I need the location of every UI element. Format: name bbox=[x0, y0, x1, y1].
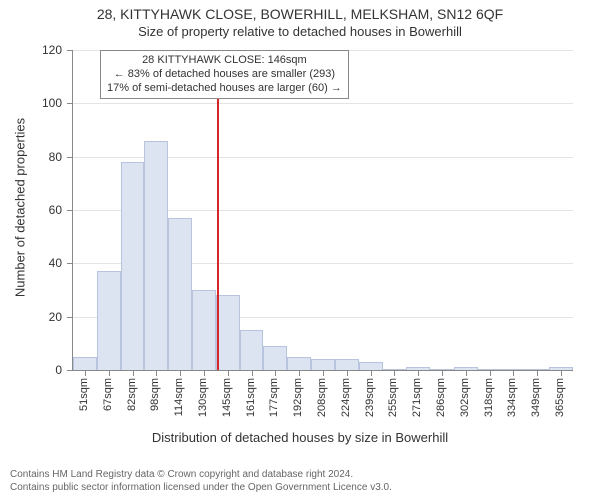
x-tick-label: 192sqm bbox=[292, 378, 304, 417]
x-tick-label: 161sqm bbox=[245, 378, 257, 417]
x-tick bbox=[323, 370, 324, 376]
x-tick bbox=[490, 370, 491, 376]
x-tick-label: 239sqm bbox=[364, 378, 376, 417]
footer-attribution: Contains HM Land Registry data © Crown c… bbox=[10, 468, 392, 494]
x-tick bbox=[347, 370, 348, 376]
histogram-bar bbox=[359, 362, 383, 370]
y-tick-label: 20 bbox=[49, 310, 62, 324]
x-tick-label: 98sqm bbox=[149, 378, 161, 411]
histogram-bar bbox=[311, 359, 335, 370]
histogram-bar bbox=[168, 218, 192, 370]
x-tick-label: 349sqm bbox=[530, 378, 542, 417]
x-tick bbox=[252, 370, 253, 376]
x-tick bbox=[561, 370, 562, 376]
histogram-bar bbox=[121, 162, 145, 370]
x-tick bbox=[180, 370, 181, 376]
y-tick bbox=[67, 263, 73, 264]
x-tick-label: 286sqm bbox=[435, 378, 447, 417]
x-tick-label: 365sqm bbox=[554, 378, 566, 417]
y-tick bbox=[67, 317, 73, 318]
x-tick-label: 145sqm bbox=[221, 378, 233, 417]
x-tick bbox=[156, 370, 157, 376]
histogram-bar bbox=[192, 290, 216, 370]
x-tick bbox=[513, 370, 514, 376]
x-tick bbox=[275, 370, 276, 376]
histogram-bar bbox=[287, 357, 311, 370]
histogram-bar bbox=[97, 271, 121, 370]
x-tick bbox=[394, 370, 395, 376]
footer-line-2: Contains public sector information licen… bbox=[10, 481, 392, 494]
x-tick bbox=[85, 370, 86, 376]
x-tick bbox=[204, 370, 205, 376]
x-tick bbox=[133, 370, 134, 376]
x-tick-labels: 51sqm 67sqm 82sqm 98sqm 114sqm 130sqm 145sqm 16… bbox=[72, 378, 572, 438]
x-tick-label: 334sqm bbox=[506, 378, 518, 417]
y-tick bbox=[67, 210, 73, 211]
histogram-bar bbox=[240, 330, 264, 370]
info-line-1: 28 KITTYHAWK CLOSE: 146sqm bbox=[107, 54, 342, 68]
y-tick-label: 100 bbox=[42, 96, 62, 110]
x-tick-label: 208sqm bbox=[316, 378, 328, 417]
x-tick bbox=[442, 370, 443, 376]
info-callout: 28 KITTYHAWK CLOSE: 146sqm ← 83% of deta… bbox=[100, 50, 349, 99]
x-tick-label: 177sqm bbox=[268, 378, 280, 417]
gridline bbox=[73, 103, 573, 104]
x-tick-label: 255sqm bbox=[387, 378, 399, 417]
y-tick-label: 60 bbox=[49, 203, 62, 217]
x-tick bbox=[299, 370, 300, 376]
y-tick-label: 80 bbox=[49, 150, 62, 164]
histogram-bar bbox=[335, 359, 359, 370]
x-tick-label: 114sqm bbox=[173, 378, 185, 416]
x-tick bbox=[418, 370, 419, 376]
x-tick-label: 82sqm bbox=[126, 378, 138, 411]
x-tick bbox=[466, 370, 467, 376]
info-line-3: 17% of semi-detached houses are larger (… bbox=[107, 82, 342, 96]
x-tick-label: 318sqm bbox=[483, 378, 495, 417]
x-tick-label: 224sqm bbox=[340, 378, 352, 417]
x-tick bbox=[228, 370, 229, 376]
y-tick bbox=[67, 157, 73, 158]
y-tick bbox=[67, 50, 73, 51]
y-tick-label: 120 bbox=[42, 43, 62, 57]
histogram-bar bbox=[73, 357, 97, 370]
info-line-2: ← 83% of detached houses are smaller (29… bbox=[107, 68, 342, 82]
y-tick-labels: 020406080100120 bbox=[0, 50, 62, 370]
y-tick-label: 0 bbox=[55, 363, 62, 377]
x-tick bbox=[371, 370, 372, 376]
x-tick bbox=[537, 370, 538, 376]
x-tick-label: 130sqm bbox=[197, 378, 209, 417]
footer-line-1: Contains HM Land Registry data © Crown c… bbox=[10, 468, 392, 481]
histogram-bar bbox=[216, 295, 240, 370]
y-tick bbox=[67, 103, 73, 104]
histogram-bar bbox=[144, 141, 168, 370]
x-tick-label: 271sqm bbox=[411, 378, 423, 417]
y-tick bbox=[67, 370, 73, 371]
x-tick-label: 67sqm bbox=[102, 378, 114, 411]
x-axis-title: Distribution of detached houses by size … bbox=[0, 430, 600, 445]
histogram-bar bbox=[263, 346, 287, 370]
x-tick-label: 51sqm bbox=[78, 378, 90, 411]
x-tick-label: 302sqm bbox=[459, 378, 471, 417]
y-tick-label: 40 bbox=[49, 256, 62, 270]
x-tick bbox=[109, 370, 110, 376]
